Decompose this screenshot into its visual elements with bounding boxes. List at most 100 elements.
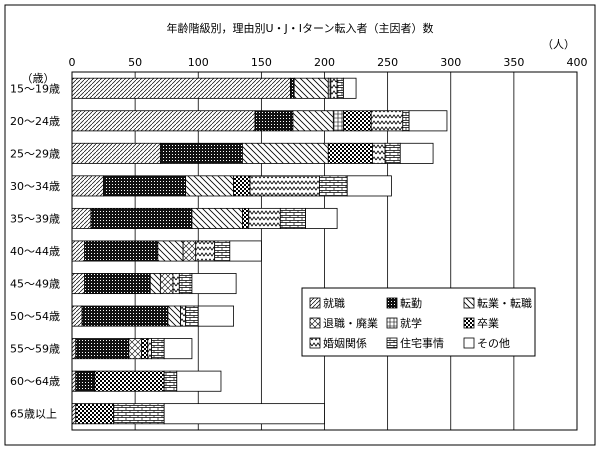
y-tick-label: 55～59歳 bbox=[10, 343, 60, 356]
bar-segment bbox=[214, 240, 231, 262]
plot-area bbox=[71, 71, 578, 431]
bar-segment bbox=[163, 403, 325, 425]
x-tick-label: 50 bbox=[128, 56, 142, 69]
bar-segment bbox=[332, 110, 344, 132]
x-tick-label: 100 bbox=[188, 56, 209, 69]
bar-segment bbox=[233, 175, 251, 197]
legend-label: 退職・廃業 bbox=[323, 316, 378, 330]
x-tick-label: 150 bbox=[251, 56, 272, 69]
y-tick-label: 15～19歳 bbox=[10, 82, 60, 95]
legend-swatch bbox=[386, 297, 398, 309]
bar-segment bbox=[163, 370, 178, 392]
legend-swatch bbox=[309, 317, 321, 329]
bar-segment bbox=[71, 273, 86, 295]
x-unit-label: （人） bbox=[542, 38, 575, 51]
y-tick-label: 60～64歳 bbox=[10, 375, 60, 388]
bar-segment bbox=[71, 110, 256, 132]
bar-segment bbox=[75, 403, 115, 425]
y-tick-label: 65歳以上 bbox=[10, 408, 57, 421]
x-tick-label: 200 bbox=[314, 56, 335, 69]
legend-swatch bbox=[463, 297, 475, 309]
y-tick-label: 25～29歳 bbox=[10, 147, 60, 160]
bar-segment bbox=[128, 338, 142, 360]
bar-segment bbox=[399, 142, 434, 164]
bar-segment bbox=[90, 207, 193, 229]
bar-segment bbox=[149, 273, 161, 295]
bar-segment bbox=[71, 142, 161, 164]
bar-segment bbox=[94, 370, 165, 392]
legend-swatch bbox=[386, 337, 398, 349]
bar-segment bbox=[336, 77, 344, 99]
bar-segment bbox=[141, 338, 149, 360]
bar-segment bbox=[290, 77, 295, 99]
legend-swatch bbox=[463, 337, 475, 349]
legend-label: 転勤 bbox=[400, 297, 422, 310]
bar-segment bbox=[176, 370, 222, 392]
legend-label: 就職 bbox=[323, 296, 345, 310]
bar-segment bbox=[185, 175, 234, 197]
legend-label: 転業・転職 bbox=[477, 297, 532, 310]
legend-label: 住宅事情 bbox=[400, 336, 444, 350]
bar-segment bbox=[242, 207, 250, 229]
y-tick-label: 40～44歳 bbox=[10, 245, 60, 258]
y-tick-label: 20～24歳 bbox=[10, 115, 60, 128]
bar-segment bbox=[71, 77, 291, 99]
legend-swatch bbox=[309, 297, 321, 309]
bar-segment bbox=[305, 207, 338, 229]
bar-segment bbox=[229, 240, 262, 262]
bar-segment bbox=[402, 110, 410, 132]
bar-segment bbox=[185, 305, 199, 327]
y-tick-label: 45～49歳 bbox=[10, 278, 60, 291]
bar-segment bbox=[71, 207, 92, 229]
bar-segment bbox=[197, 305, 234, 327]
chart-title: 年齢階級別，理由別U・J・Iターン転入者（主因者）数 bbox=[167, 21, 434, 35]
bar-segment bbox=[172, 273, 180, 295]
bar-segment bbox=[113, 403, 165, 425]
bar-segment bbox=[71, 240, 86, 262]
bar-segment bbox=[242, 142, 329, 164]
bar-segment bbox=[191, 273, 237, 295]
bar-segment bbox=[71, 338, 77, 360]
bar-segment bbox=[75, 370, 96, 392]
bar-segment bbox=[370, 110, 404, 132]
bar-segment bbox=[292, 110, 334, 132]
bar-segment bbox=[84, 273, 151, 295]
bar-segment bbox=[249, 175, 320, 197]
bar-segment bbox=[384, 142, 401, 164]
bar-segment bbox=[163, 338, 193, 360]
bar-segment bbox=[293, 77, 329, 99]
bar-segment bbox=[159, 273, 174, 295]
x-tick-label: 250 bbox=[377, 56, 398, 69]
bar-segment bbox=[71, 175, 104, 197]
bar-segment bbox=[71, 305, 83, 327]
bar-segment bbox=[254, 110, 294, 132]
bar-segment bbox=[147, 338, 152, 360]
bar-segment bbox=[157, 240, 184, 262]
bar-segment bbox=[180, 305, 187, 327]
bar-segment bbox=[71, 403, 77, 425]
legend-label: 就学 bbox=[400, 316, 422, 330]
bar-segment bbox=[408, 110, 448, 132]
bar-segment bbox=[279, 207, 306, 229]
bar-segment bbox=[330, 77, 338, 99]
bar-segment bbox=[346, 175, 392, 197]
bar-segment bbox=[343, 77, 357, 99]
legend-box bbox=[301, 287, 536, 357]
x-tick-label: 300 bbox=[440, 56, 461, 69]
bar-segment bbox=[178, 273, 193, 295]
bar-segment bbox=[167, 305, 181, 327]
bar-segment bbox=[343, 110, 372, 132]
bar-segment bbox=[75, 338, 130, 360]
bar-segment bbox=[159, 142, 243, 164]
y-unit-label: （歳） bbox=[22, 72, 55, 85]
x-tick-label: 0 bbox=[69, 56, 76, 69]
bar-segment bbox=[103, 175, 187, 197]
x-tick-label: 400 bbox=[567, 56, 588, 69]
bar-segment bbox=[84, 240, 159, 262]
y-tick-labels: 15～19歳 20～24歳 25～29歳 30～34歳 35～39歳 40～44歳 45～4… bbox=[10, 82, 60, 420]
legend-swatch bbox=[463, 317, 475, 329]
bar-segment bbox=[151, 338, 165, 360]
bar-segment bbox=[195, 240, 216, 262]
x-tick-labels: 0 50 100 150 200 250 300 350 400 bbox=[69, 56, 588, 69]
